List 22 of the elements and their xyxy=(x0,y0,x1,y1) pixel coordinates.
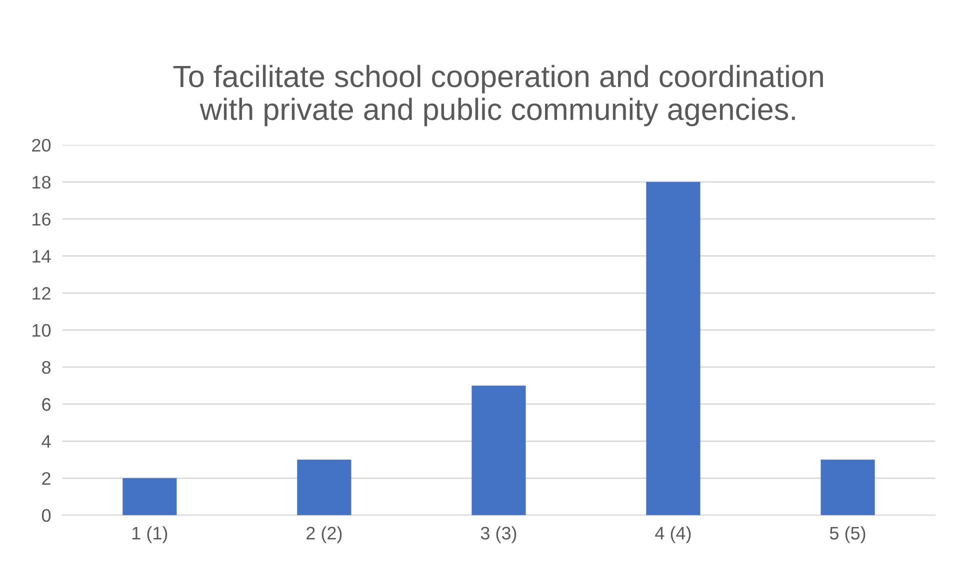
y-tick-label: 8 xyxy=(42,361,51,374)
y-tick-label: 6 xyxy=(42,398,50,411)
x-tick-label: 3 (3) xyxy=(480,526,516,544)
chart-title: To facilitate school cooperation and coordination with private and public community agencies. xyxy=(173,64,823,126)
bar xyxy=(646,182,700,516)
bar xyxy=(472,386,526,516)
y-tick-label: 16 xyxy=(32,212,50,226)
y-tick-label: 20 xyxy=(32,138,51,152)
x-tick-label: 4 (4) xyxy=(655,526,691,544)
y-tick-label: 18 xyxy=(32,176,51,189)
bar xyxy=(122,478,177,516)
bar xyxy=(820,460,875,516)
y-tick-label: 12 xyxy=(32,286,50,300)
y-tick-label: 2 xyxy=(42,472,50,485)
x-tick-label: 1 (1) xyxy=(132,526,168,544)
y-tick-label: 10 xyxy=(32,324,51,337)
x-tick-label: 5 (5) xyxy=(830,526,866,544)
y-tick-label: 4 xyxy=(42,435,51,448)
x-tick-label: 2 (2) xyxy=(306,526,342,544)
y-tick-label: 14 xyxy=(32,250,51,263)
y-tick-label: 0 xyxy=(42,509,51,522)
bar xyxy=(297,460,352,516)
